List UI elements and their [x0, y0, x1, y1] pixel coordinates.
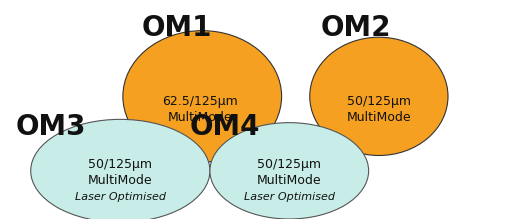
- Text: MultiMode: MultiMode: [88, 174, 153, 187]
- Text: OM3: OM3: [16, 113, 87, 141]
- Text: Laser Optimised: Laser Optimised: [75, 192, 166, 202]
- Text: Laser Optimised: Laser Optimised: [244, 192, 335, 202]
- Text: OM2: OM2: [321, 14, 391, 42]
- Ellipse shape: [210, 123, 369, 219]
- Text: 62.5/125μm: 62.5/125μm: [162, 95, 238, 108]
- Text: OM4: OM4: [190, 113, 261, 141]
- Text: 50/125μm: 50/125μm: [257, 158, 322, 171]
- Ellipse shape: [123, 31, 282, 162]
- Ellipse shape: [310, 37, 448, 155]
- Text: MultiMode: MultiMode: [167, 111, 232, 124]
- Text: 50/125μm: 50/125μm: [88, 158, 153, 171]
- Ellipse shape: [31, 119, 210, 219]
- Text: MultiMode: MultiMode: [347, 111, 411, 124]
- Text: MultiMode: MultiMode: [257, 174, 322, 187]
- Text: 50/125μm: 50/125μm: [347, 95, 411, 108]
- Text: OM1: OM1: [141, 14, 212, 42]
